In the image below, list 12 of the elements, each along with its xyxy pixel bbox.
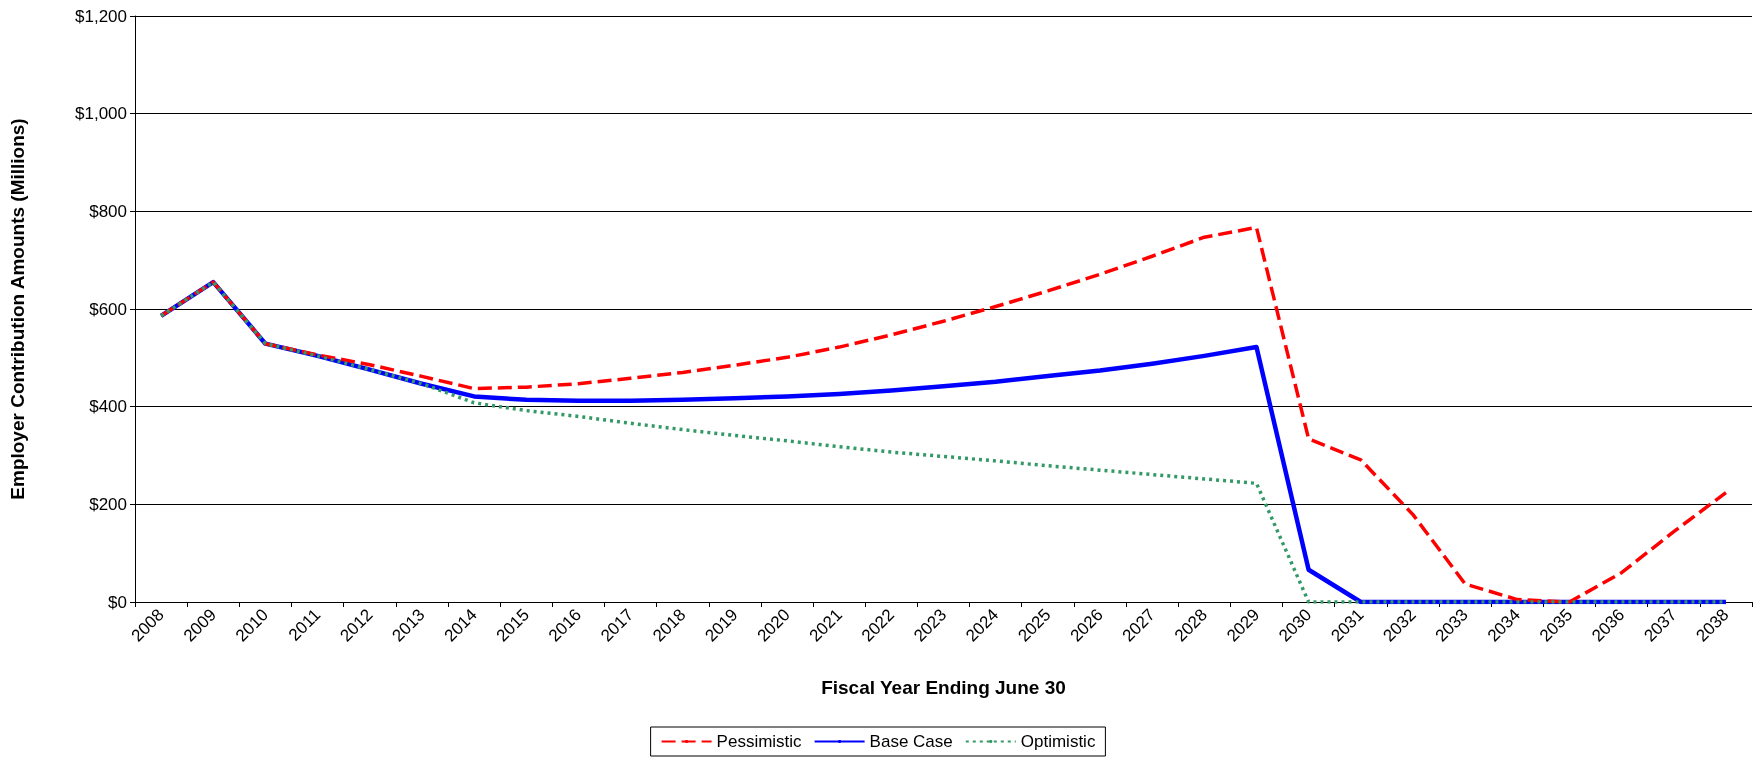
y-tick-label: $800 xyxy=(89,201,127,221)
y-tick-label: $600 xyxy=(89,299,127,319)
legend-label: Base Case xyxy=(869,732,953,751)
y-tick-label: $1,200 xyxy=(75,6,127,26)
y-tick-label: $400 xyxy=(89,397,127,417)
legend-label: Pessimistic xyxy=(716,732,803,751)
y-tick-label: $0 xyxy=(108,592,127,612)
y-axis-title: Employer Contribution Amounts (Millions) xyxy=(7,118,28,500)
x-axis-title: Fiscal Year Ending June 30 xyxy=(821,677,1066,698)
legend-label: Optimistic xyxy=(1020,732,1096,751)
y-tick-label: $1,000 xyxy=(75,104,127,124)
y-tick-label: $200 xyxy=(89,494,127,514)
